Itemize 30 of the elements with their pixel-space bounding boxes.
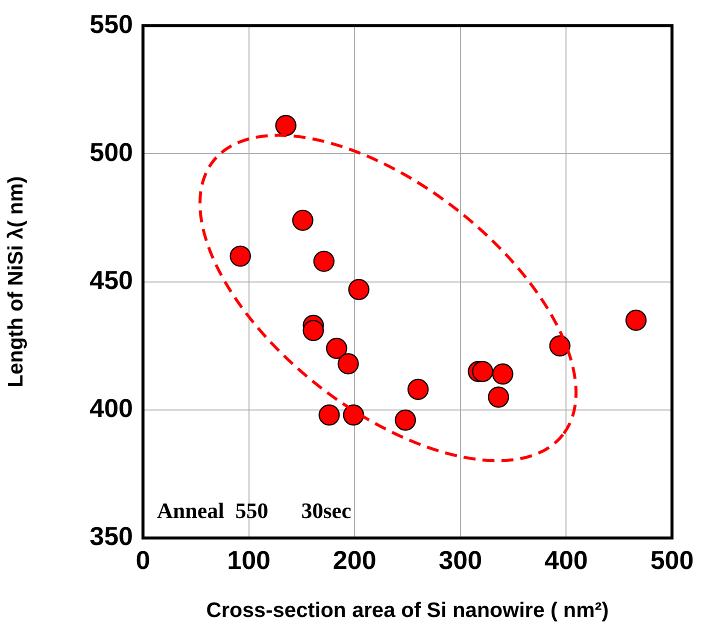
x-tick-label: 0	[136, 544, 150, 575]
point	[338, 353, 359, 374]
point	[407, 378, 429, 400]
y-tick-label: 550	[90, 8, 133, 39]
y-tick-label: 450	[90, 264, 133, 295]
x-tick-label: 100	[227, 544, 270, 575]
point	[492, 363, 514, 385]
y-tick-label: 500	[90, 136, 133, 167]
point	[230, 246, 251, 267]
x-axis-title: Cross-section area of Si nanowire ( nm²)	[206, 599, 609, 622]
point	[292, 210, 314, 231]
point	[313, 250, 335, 272]
point	[318, 404, 340, 426]
x-tick-label: 200	[332, 544, 376, 575]
x-tick-label: 400	[544, 544, 588, 575]
point	[488, 386, 510, 408]
point	[348, 278, 370, 300]
point	[394, 410, 416, 431]
x-tick-label: 500	[650, 544, 694, 575]
point	[549, 335, 570, 356]
point	[326, 338, 348, 360]
y-tick-label: 400	[90, 393, 133, 424]
point	[275, 114, 296, 136]
point	[625, 310, 647, 331]
annotation: Anneal 550 30sec	[157, 498, 352, 524]
point	[302, 320, 324, 342]
point	[472, 360, 494, 382]
y-tick-label: 350	[90, 521, 133, 552]
x-tick-label: 300	[438, 544, 482, 575]
y-axis-title: Length of NiSi λ( nm)	[4, 176, 28, 388]
